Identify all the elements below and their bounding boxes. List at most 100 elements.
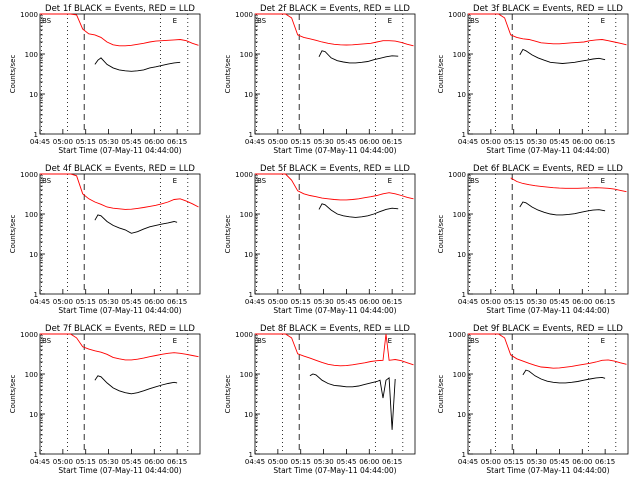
y-tick-label: 100	[25, 51, 38, 59]
bs-marker-label: BS	[470, 17, 480, 25]
x-tick-label: 05:15	[291, 298, 311, 306]
chart-title: Det 9f BLACK = Events, RED = LLD	[473, 324, 623, 334]
y-tick-label: 1	[34, 451, 38, 459]
chart-title: Det 6f BLACK = Events, RED = LLD	[473, 164, 623, 174]
chart-panel-det-2f: Det 2f BLACK = Events, RED = LLD 1 10 100 10…	[224, 4, 416, 155]
y-tick-label: 1000	[235, 171, 253, 179]
events-series-line	[318, 203, 399, 218]
x-tick-label: 04:45	[458, 298, 478, 306]
x-tick-label: 05:30	[313, 298, 333, 306]
plot-frame	[467, 13, 629, 135]
x-tick-label: 05:45	[121, 138, 141, 146]
x-tick-label: 05:45	[549, 458, 569, 466]
y-tick-label: 100	[240, 371, 253, 379]
x-tick-label: 05:15	[504, 138, 524, 146]
y-tick-label: 10	[457, 251, 466, 259]
y-tick-label: 10	[29, 91, 38, 99]
plot-frame	[39, 13, 201, 135]
x-tick-label: 06:00	[144, 138, 164, 146]
chart-title: Det 4f BLACK = Events, RED = LLD	[45, 164, 195, 174]
y-tick-label: 10	[244, 411, 253, 419]
y-axis-label: Counts/sec	[437, 55, 445, 94]
x-tick-label: 05:00	[53, 458, 73, 466]
e-marker-label: E	[173, 177, 177, 185]
events-series-line	[94, 375, 178, 395]
x-tick-label: 04:45	[458, 458, 478, 466]
x-tick-label: 06:00	[144, 458, 164, 466]
x-tick-label: 04:45	[458, 138, 478, 146]
y-tick-label: 100	[240, 51, 253, 59]
x-tick-label: 05:00	[53, 138, 73, 146]
x-axis-label: Start Time (07-May-11 04:44:00)	[58, 306, 181, 315]
x-axis-label: Start Time (07-May-11 04:44:00)	[58, 466, 181, 475]
x-tick-label: 05:45	[336, 298, 356, 306]
x-tick-label: 05:45	[549, 138, 569, 146]
chart-title: Det 1f BLACK = Events, RED = LLD	[45, 4, 195, 14]
y-tick-label: 100	[240, 211, 253, 219]
events-series-line	[309, 373, 396, 430]
x-tick-label: 04:45	[30, 298, 50, 306]
x-tick-label: 05:30	[526, 298, 546, 306]
x-tick-label: 06:15	[382, 458, 402, 466]
x-tick-label: 05:15	[504, 458, 524, 466]
chart-panel-det-3f: Det 3f BLACK = Events, RED = LLD 1 10 100 10…	[437, 4, 629, 155]
chart-title: Det 2f BLACK = Events, RED = LLD	[260, 4, 410, 14]
events-series-line	[519, 201, 606, 216]
e-marker-label: E	[173, 17, 177, 25]
y-tick-label: 1	[34, 131, 38, 139]
x-axis-label: Start Time (07-May-11 04:44:00)	[486, 146, 609, 155]
chart-panel-det-6f: Det 6f BLACK = Events, RED = LLD 1 10 100 10…	[437, 164, 629, 315]
x-tick-label: 05:00	[481, 138, 501, 146]
y-tick-label: 10	[244, 251, 253, 259]
chart-panel-det-5f: Det 5f BLACK = Events, RED = LLD 1 10 100 10…	[224, 164, 416, 315]
y-tick-label: 100	[25, 211, 38, 219]
chart-panel-det-1f: Det 1f BLACK = Events, RED = LLD 1 10 100 10…	[9, 4, 201, 155]
x-tick-label: 04:45	[30, 458, 50, 466]
lld-series-line	[40, 173, 199, 210]
y-tick-label: 10	[457, 411, 466, 419]
y-tick-label: 1	[249, 291, 253, 299]
x-tick-label: 05:00	[481, 458, 501, 466]
x-tick-label: 04:45	[30, 138, 50, 146]
events-series-line	[94, 57, 181, 72]
chart-title: Det 8f BLACK = Events, RED = LLD	[260, 324, 410, 334]
bs-marker-label: BS	[42, 337, 52, 345]
lld-series-line	[40, 13, 199, 47]
e-marker-label: E	[388, 177, 392, 185]
bs-marker-label: BS	[257, 177, 267, 185]
y-tick-label: 1000	[448, 331, 466, 339]
chart-title: Det 3f BLACK = Events, RED = LLD	[473, 4, 623, 14]
x-tick-label: 05:30	[526, 138, 546, 146]
x-tick-label: 06:15	[595, 298, 615, 306]
chart-panel-det-9f: Det 9f BLACK = Events, RED = LLD 1 10 100 10…	[437, 324, 629, 475]
y-tick-label: 1	[249, 451, 253, 459]
x-tick-label: 05:00	[53, 298, 73, 306]
events-series-line	[318, 50, 399, 64]
chart-title: Det 7f BLACK = Events, RED = LLD	[45, 324, 195, 334]
lld-series-line	[510, 177, 627, 193]
y-tick-label: 1000	[20, 331, 38, 339]
plot-frame	[254, 13, 416, 135]
y-tick-label: 10	[457, 91, 466, 99]
x-tick-label: 05:15	[291, 458, 311, 466]
lld-series-line	[255, 333, 414, 367]
e-marker-label: E	[388, 337, 392, 345]
y-tick-label: 10	[29, 251, 38, 259]
x-tick-label: 05:30	[526, 458, 546, 466]
y-tick-label: 1000	[448, 171, 466, 179]
plot-frame	[254, 173, 416, 295]
x-tick-label: 05:15	[76, 458, 96, 466]
x-tick-label: 04:45	[245, 138, 265, 146]
y-tick-label: 1	[462, 451, 466, 459]
x-tick-label: 05:00	[268, 138, 288, 146]
events-series-line	[94, 214, 178, 234]
plot-frame	[467, 333, 629, 455]
y-axis-label: Counts/sec	[437, 375, 445, 414]
bs-marker-label: BS	[470, 177, 480, 185]
x-tick-label: 06:00	[572, 138, 592, 146]
x-axis-label: Start Time (07-May-11 04:44:00)	[273, 466, 396, 475]
x-tick-label: 05:45	[336, 458, 356, 466]
lld-series-line	[468, 333, 627, 369]
x-tick-label: 06:00	[572, 298, 592, 306]
y-tick-label: 1	[462, 291, 466, 299]
